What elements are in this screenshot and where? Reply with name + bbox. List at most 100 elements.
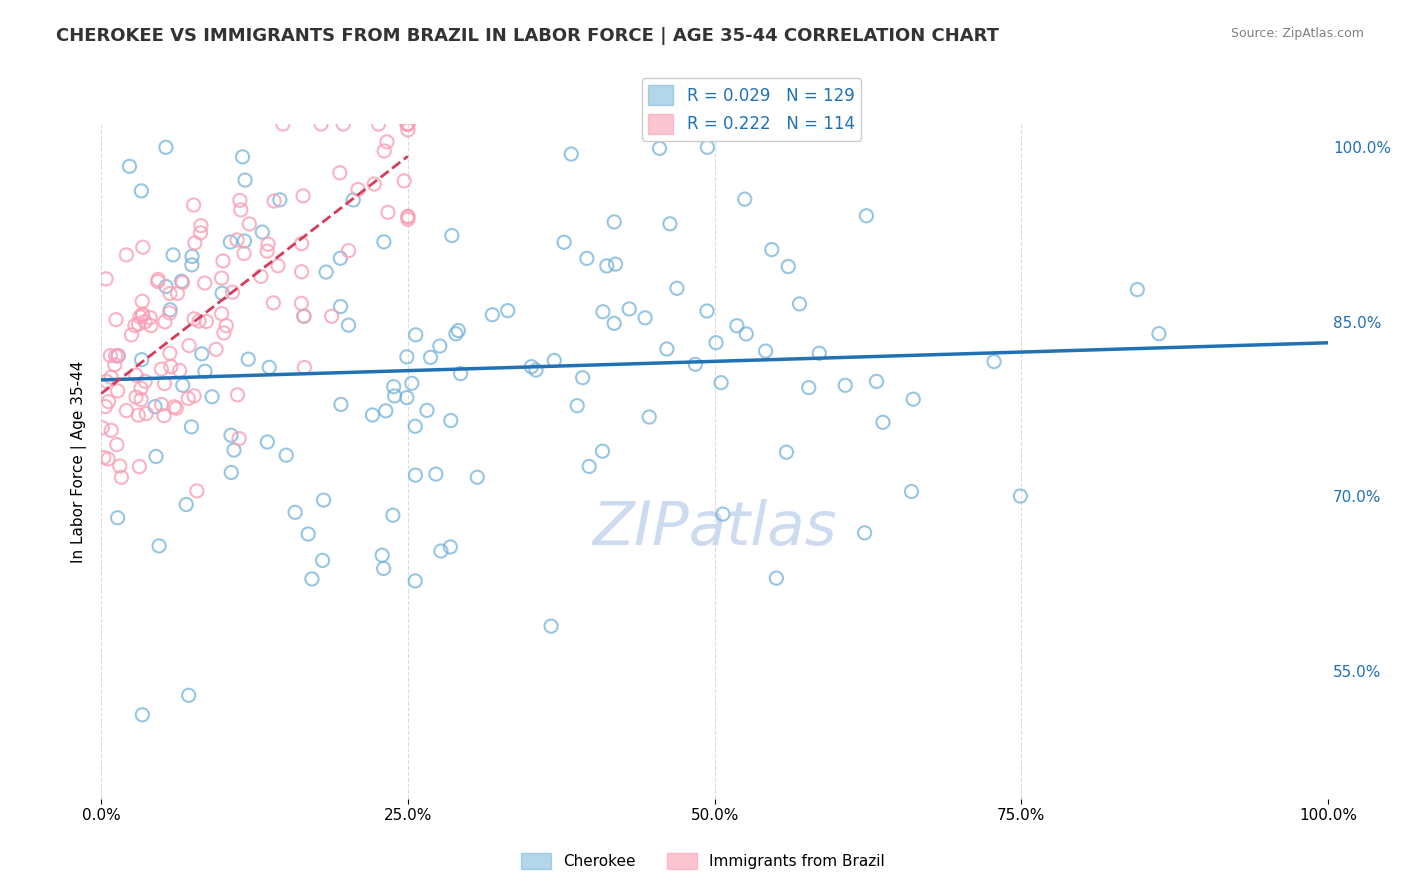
Point	[1010, 489, 1032, 503]
Point	[450, 367, 472, 381]
Point	[291, 236, 314, 251]
Point	[183, 311, 205, 326]
Point	[419, 351, 441, 365]
Point	[401, 376, 423, 391]
Point	[194, 364, 217, 378]
Point	[256, 244, 278, 259]
Point	[665, 281, 688, 295]
Point	[163, 400, 186, 414]
Point	[153, 409, 176, 423]
Point	[219, 235, 242, 249]
Point	[94, 272, 117, 286]
Point	[177, 392, 200, 406]
Point	[155, 140, 177, 154]
Point	[257, 360, 280, 375]
Point	[696, 304, 718, 318]
Point	[292, 189, 315, 203]
Point	[396, 117, 419, 131]
Point	[329, 300, 352, 314]
Point	[329, 166, 352, 180]
Point	[1147, 326, 1170, 341]
Point	[440, 228, 463, 243]
Point	[91, 421, 114, 435]
Point	[363, 177, 385, 191]
Point	[131, 294, 153, 309]
Point	[166, 286, 188, 301]
Point	[540, 619, 562, 633]
Point	[131, 184, 153, 198]
Point	[395, 391, 418, 405]
Point	[396, 210, 419, 224]
Point	[233, 173, 256, 187]
Point	[128, 459, 150, 474]
Point	[267, 259, 290, 273]
Point	[347, 182, 370, 196]
Point	[269, 193, 291, 207]
Point	[184, 235, 207, 250]
Point	[105, 437, 128, 451]
Point	[430, 544, 453, 558]
Point	[238, 217, 260, 231]
Point	[177, 338, 200, 352]
Point	[395, 350, 418, 364]
Point	[131, 352, 153, 367]
Point	[396, 117, 419, 131]
Point	[180, 420, 202, 434]
Point	[215, 318, 238, 333]
Text: CHEROKEE VS IMMIGRANTS FROM BRAZIL IN LABOR FORCE | AGE 35-44 CORRELATION CHART: CHEROKEE VS IMMIGRANTS FROM BRAZIL IN LA…	[56, 27, 1000, 45]
Point	[159, 302, 181, 317]
Point	[211, 271, 233, 285]
Point	[865, 375, 887, 389]
Point	[118, 159, 141, 173]
Point	[373, 561, 395, 575]
Point	[543, 353, 565, 368]
Point	[444, 326, 467, 341]
Point	[395, 117, 418, 131]
Point	[755, 344, 778, 359]
Point	[148, 539, 170, 553]
Point	[367, 117, 389, 131]
Point	[127, 408, 149, 422]
Point	[276, 448, 298, 462]
Point	[219, 466, 242, 480]
Y-axis label: In Labor Force | Age 35-44: In Labor Force | Age 35-44	[72, 360, 87, 563]
Point	[129, 310, 152, 324]
Point	[1126, 283, 1149, 297]
Point	[107, 510, 129, 524]
Point	[384, 389, 406, 403]
Point	[183, 389, 205, 403]
Point	[696, 140, 718, 154]
Point	[108, 458, 131, 473]
Point	[143, 400, 166, 414]
Point	[375, 135, 398, 149]
Point	[374, 404, 396, 418]
Point	[131, 707, 153, 722]
Point	[212, 326, 235, 340]
Point	[315, 265, 337, 279]
Point	[190, 219, 212, 233]
Point	[212, 254, 235, 268]
Point	[524, 363, 547, 377]
Point	[159, 286, 181, 301]
Point	[94, 400, 117, 414]
Point	[775, 445, 797, 459]
Point	[361, 408, 384, 422]
Point	[181, 249, 204, 263]
Point	[520, 359, 543, 374]
Point	[222, 443, 245, 458]
Point	[381, 508, 404, 523]
Point	[797, 381, 820, 395]
Point	[100, 370, 122, 384]
Point	[596, 259, 619, 273]
Point	[100, 423, 122, 437]
Point	[188, 314, 211, 328]
Point	[778, 260, 800, 274]
Point	[405, 327, 427, 342]
Point	[177, 688, 200, 702]
Point	[93, 450, 115, 465]
Point	[121, 327, 143, 342]
Point	[107, 349, 129, 363]
Point	[104, 358, 127, 372]
Point	[104, 349, 127, 363]
Point	[900, 484, 922, 499]
